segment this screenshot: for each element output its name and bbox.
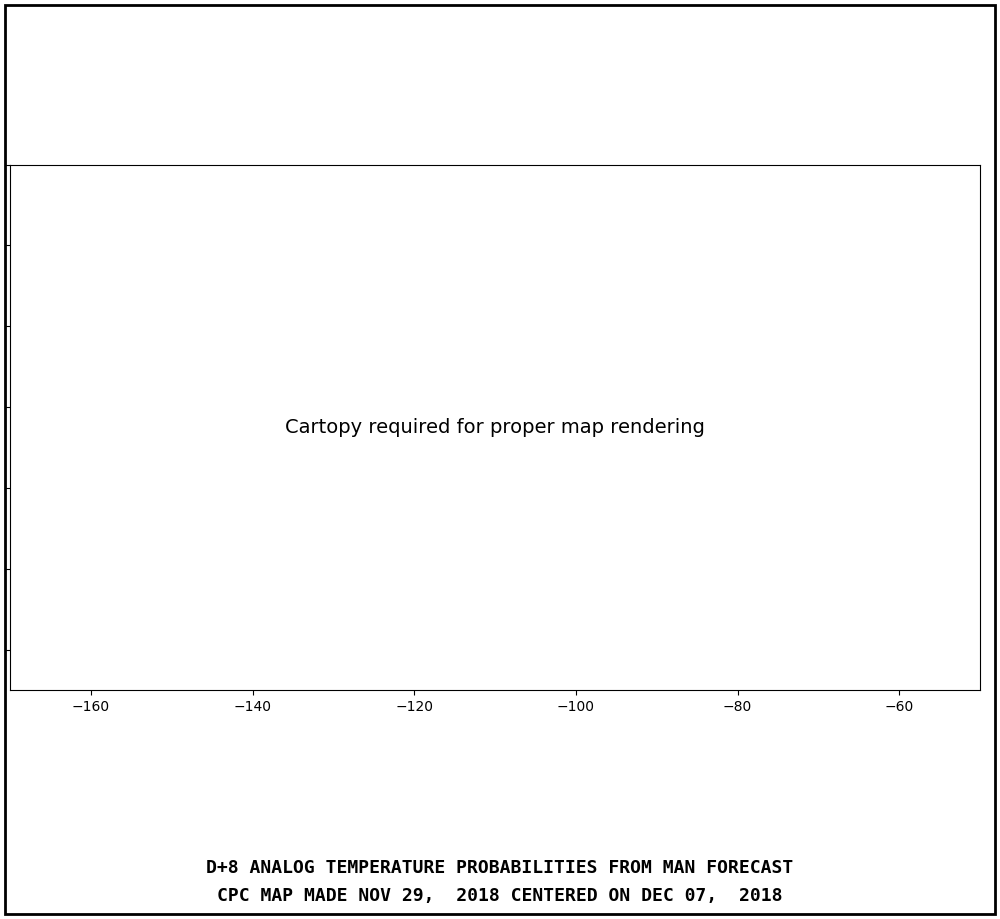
Text: D+8 ANALOG TEMPERATURE PROBABILITIES FROM MAN FORECAST: D+8 ANALOG TEMPERATURE PROBABILITIES FRO… (206, 859, 794, 878)
Text: Cartopy required for proper map rendering: Cartopy required for proper map renderin… (285, 418, 705, 437)
Text: CPC MAP MADE NOV 29,  2018 CENTERED ON DEC 07,  2018: CPC MAP MADE NOV 29, 2018 CENTERED ON DE… (217, 887, 783, 905)
